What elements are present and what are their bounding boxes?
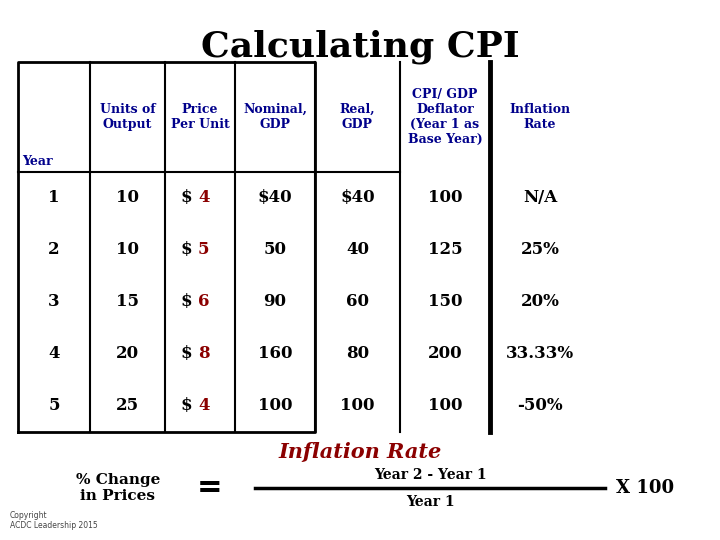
Text: Year 2 - Year 1: Year 2 - Year 1 <box>374 468 486 482</box>
Text: 5: 5 <box>198 241 210 259</box>
Text: Inflation Rate: Inflation Rate <box>279 442 441 462</box>
Text: 25: 25 <box>116 397 139 415</box>
Text: 160: 160 <box>258 346 292 362</box>
Text: 33.33%: 33.33% <box>506 346 574 362</box>
Text: $: $ <box>181 294 198 310</box>
Text: $40: $40 <box>258 190 292 206</box>
Text: 100: 100 <box>341 397 374 415</box>
Text: -50%: -50% <box>517 397 563 415</box>
Text: 100: 100 <box>428 190 462 206</box>
Text: 10: 10 <box>116 241 139 259</box>
Text: 6: 6 <box>198 294 210 310</box>
Text: 25%: 25% <box>521 241 559 259</box>
Text: 2: 2 <box>48 241 60 259</box>
Text: 20%: 20% <box>521 294 559 310</box>
Text: $: $ <box>181 346 198 362</box>
Text: % Change
in Prices: % Change in Prices <box>76 473 160 503</box>
Text: $40: $40 <box>340 190 375 206</box>
Text: Nominal,
GDP: Nominal, GDP <box>243 103 307 131</box>
Text: CPI/ GDP
Deflator
(Year 1 as
Base Year): CPI/ GDP Deflator (Year 1 as Base Year) <box>408 88 482 146</box>
Text: 150: 150 <box>428 294 462 310</box>
Text: Real,
GDP: Real, GDP <box>340 103 375 131</box>
Text: 60: 60 <box>346 294 369 310</box>
Text: $: $ <box>181 397 198 415</box>
Text: $: $ <box>181 241 198 259</box>
Text: 15: 15 <box>116 294 139 310</box>
Text: 200: 200 <box>428 346 462 362</box>
Text: 8: 8 <box>198 346 210 362</box>
Text: X 100: X 100 <box>616 479 674 497</box>
Text: Copyright
ACDC Leadership 2015: Copyright ACDC Leadership 2015 <box>10 511 98 530</box>
Text: 4: 4 <box>198 397 210 415</box>
Text: Units of
Output: Units of Output <box>99 103 156 131</box>
Text: 50: 50 <box>264 241 287 259</box>
Text: 10: 10 <box>116 190 139 206</box>
Text: 90: 90 <box>264 294 287 310</box>
Text: Calculating CPI: Calculating CPI <box>201 30 519 64</box>
Text: Price
Per Unit: Price Per Unit <box>171 103 230 131</box>
Text: 3: 3 <box>48 294 60 310</box>
Text: 1: 1 <box>48 190 60 206</box>
Text: Year 1: Year 1 <box>405 495 454 509</box>
Text: $: $ <box>181 190 198 206</box>
Text: 5: 5 <box>48 397 60 415</box>
Text: =: = <box>197 472 222 503</box>
Text: 4: 4 <box>48 346 60 362</box>
Text: 40: 40 <box>346 241 369 259</box>
Text: 100: 100 <box>428 397 462 415</box>
Text: 80: 80 <box>346 346 369 362</box>
Text: 20: 20 <box>116 346 139 362</box>
Text: Year: Year <box>22 155 53 168</box>
Text: 100: 100 <box>258 397 292 415</box>
Text: Inflation
Rate: Inflation Rate <box>510 103 570 131</box>
Text: 125: 125 <box>428 241 462 259</box>
Text: 4: 4 <box>198 190 210 206</box>
Text: N/A: N/A <box>523 190 557 206</box>
